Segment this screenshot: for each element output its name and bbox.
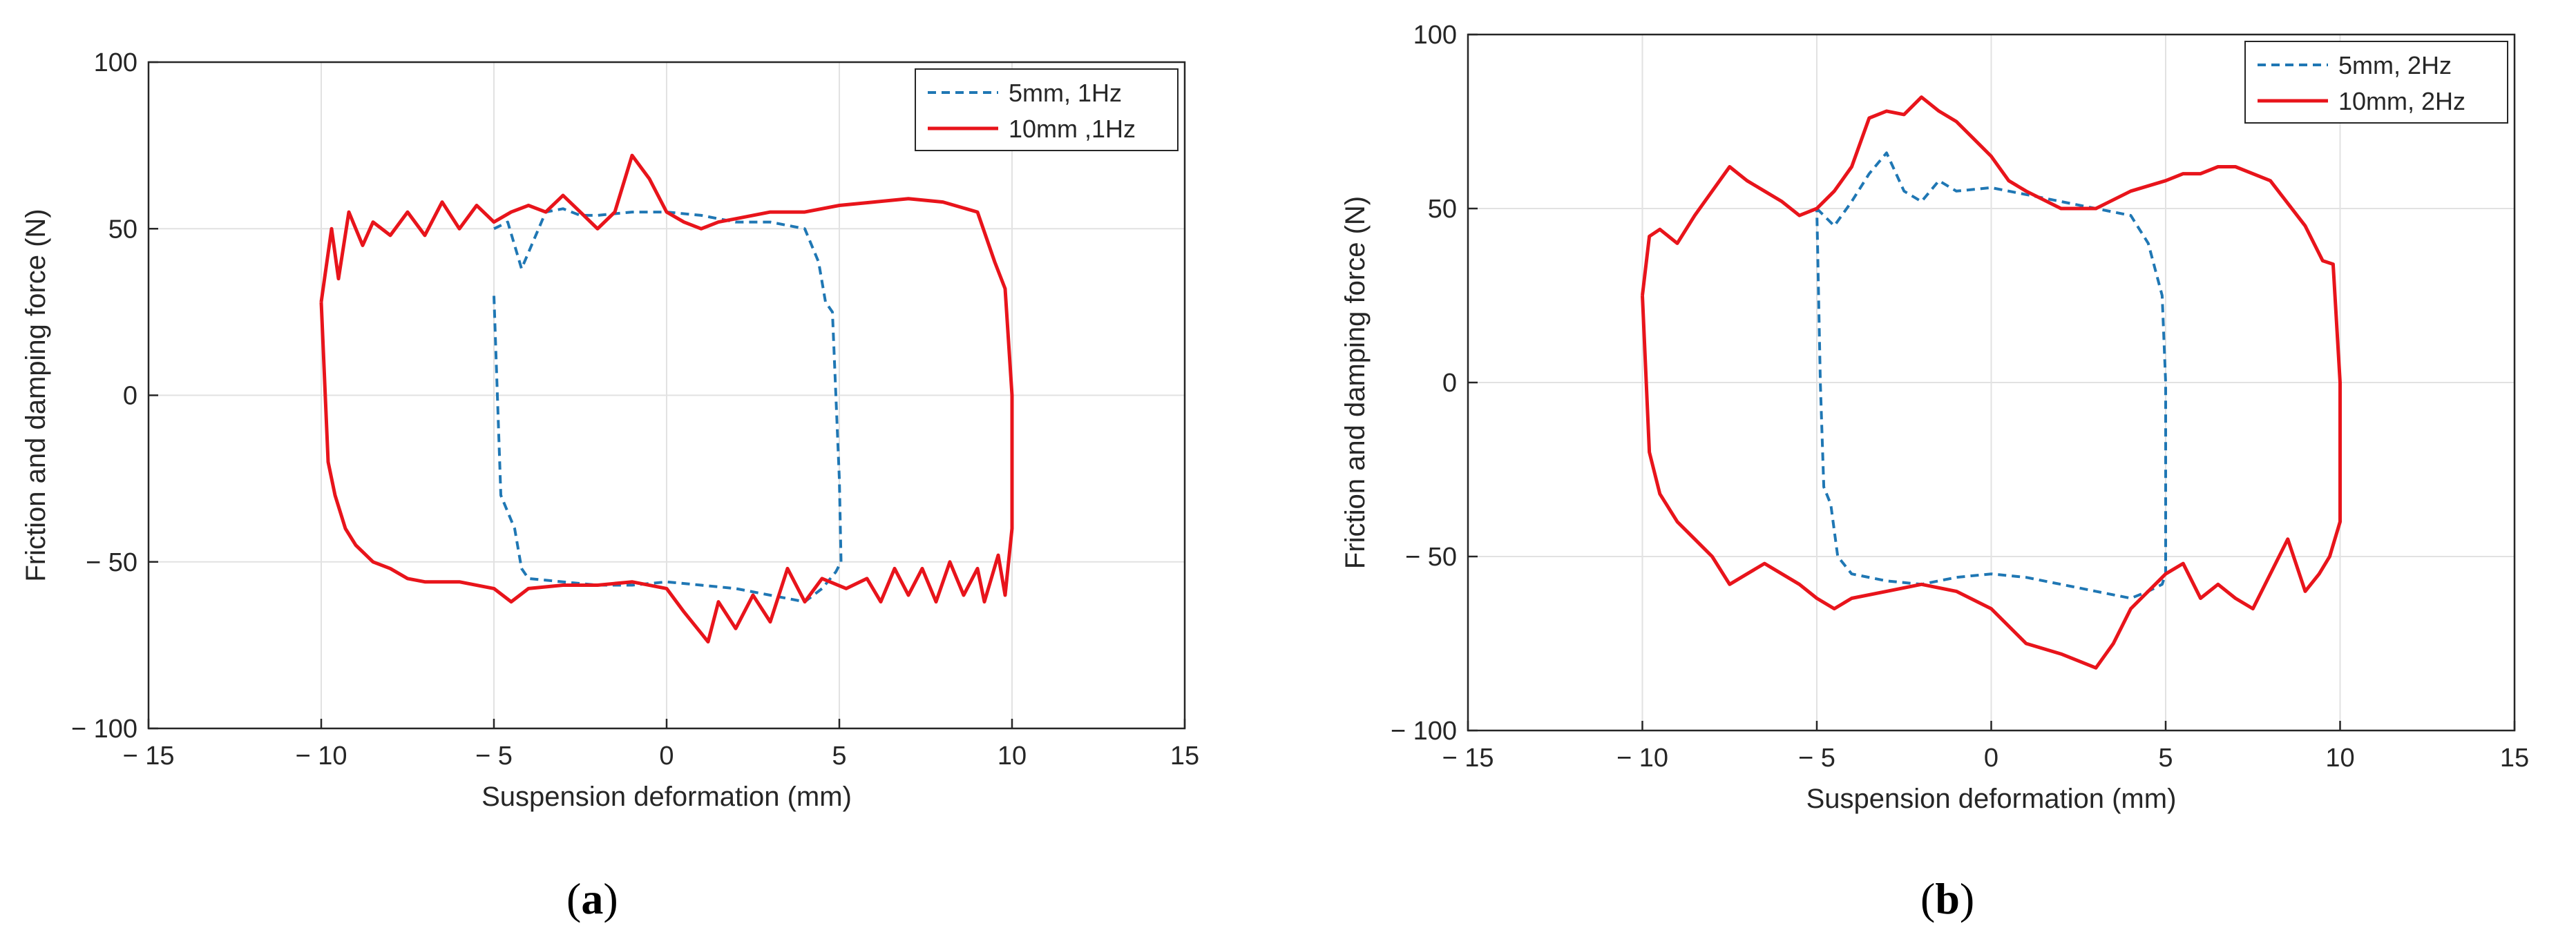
caption-a: (a) (566, 873, 618, 925)
x-tick-label: − 5 (475, 742, 513, 771)
series-line-1 (493, 207, 843, 603)
x-axis-label: Suspension deformation (mm) (481, 782, 852, 812)
x-tick-label: − 10 (295, 742, 347, 771)
x-tick-label: 5 (832, 742, 846, 771)
y-tick-label: − 100 (71, 715, 137, 744)
x-axis-label: Suspension deformation (mm) (1806, 784, 2177, 814)
x-tick-label: − 5 (1798, 744, 1835, 773)
x-tick-label: 15 (1170, 742, 1199, 771)
x-tick-label: − 10 (1616, 744, 1668, 773)
y-tick-label: 0 (1442, 369, 1457, 398)
x-tick-label: 5 (2158, 744, 2173, 773)
legend-label-2: 10mm ,1Hz (1009, 115, 1136, 143)
y-tick-label: − 50 (1405, 543, 1457, 572)
caption-b-text: (b) (1920, 874, 1975, 923)
series-group (319, 153, 1014, 644)
y-tick-label: 50 (108, 215, 137, 244)
y-axis-label: Friction and damping force (N) (1340, 196, 1371, 569)
y-tick-label: 50 (1428, 195, 1457, 224)
series-line-2 (319, 153, 1014, 644)
caption-a-text: (a) (566, 874, 618, 923)
legend-label-2: 10mm, 2Hz (2338, 87, 2465, 115)
x-tick-label: 0 (659, 742, 674, 771)
x-tick-label: − 15 (1442, 744, 1494, 773)
x-tick-label: 0 (1984, 744, 1998, 773)
caption-b: (b) (1920, 873, 1974, 925)
chart-panel-b: − 15− 10− 5 0 5 10 15− 100− 50050100Suspensi… (1340, 21, 2529, 814)
series-group (1641, 95, 2342, 670)
y-tick-label: 0 (123, 382, 137, 411)
legend-box (2244, 41, 2508, 124)
y-axis-label: Friction and damping force (N) (21, 209, 51, 581)
series-line-1 (1815, 151, 2167, 600)
x-tick-label: − 15 (122, 742, 174, 771)
y-tick-label: 100 (1413, 21, 1457, 50)
legend-label-1: 5mm, 2Hz (2338, 51, 2452, 79)
y-tick-label: − 100 (1391, 717, 1457, 746)
x-tick-label: 10 (2325, 744, 2354, 773)
x-tick-label: 15 (2500, 744, 2529, 773)
chart-panel-a: − 15− 10− 5 0 5 10 15− 100− 50050100Suspensi… (21, 48, 1199, 812)
series-line-2 (1641, 95, 2342, 670)
legend-label-1: 5mm, 1Hz (1009, 79, 1122, 107)
y-tick-label: 100 (94, 48, 137, 77)
legend-box (915, 68, 1179, 151)
x-tick-label: 10 (998, 742, 1027, 771)
y-tick-label: − 50 (86, 548, 137, 577)
